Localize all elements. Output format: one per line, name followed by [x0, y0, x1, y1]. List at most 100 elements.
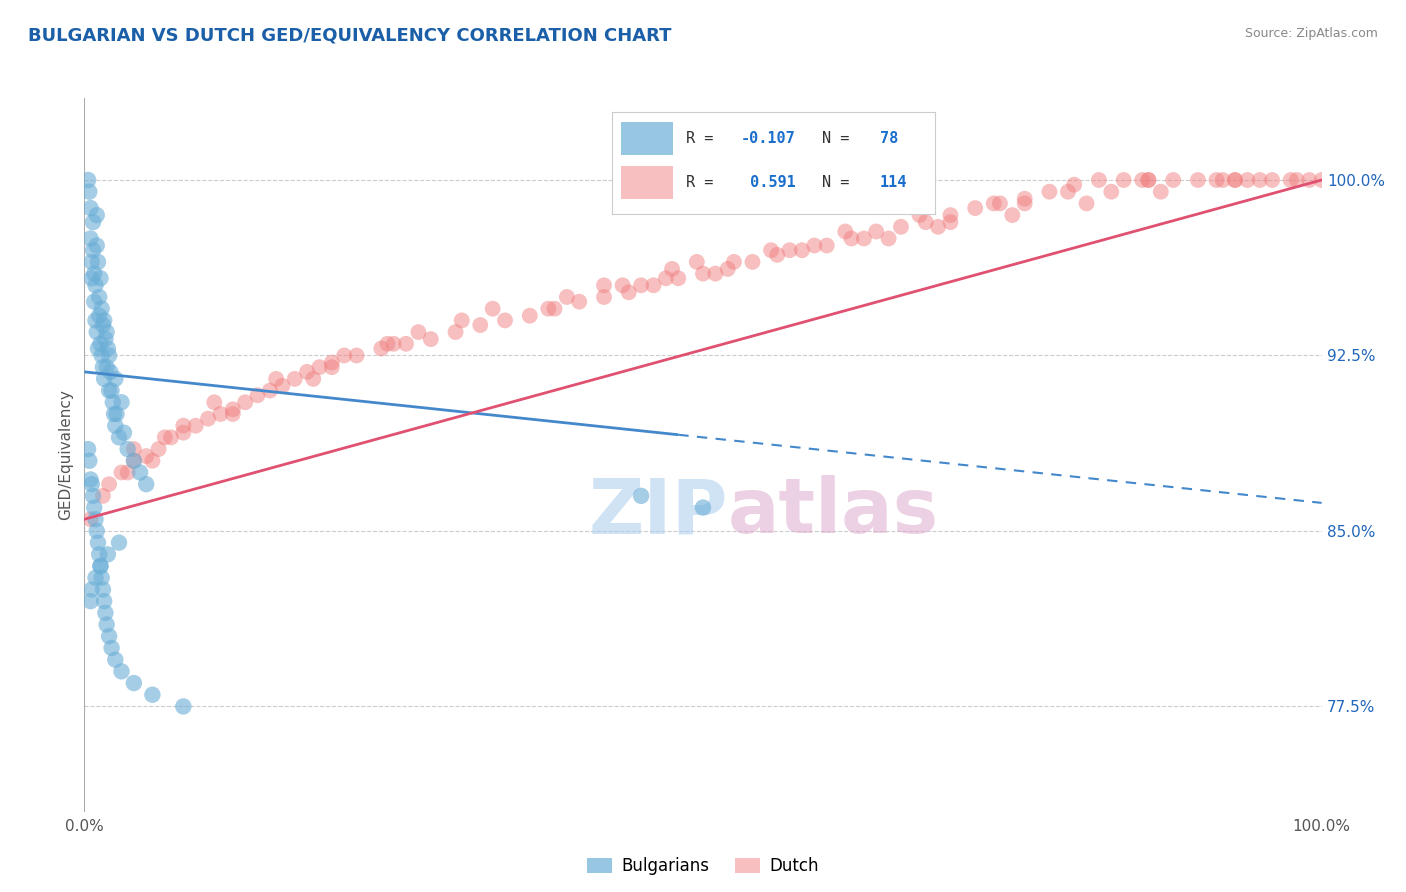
Point — [284, 372, 307, 386]
Point — [153, 430, 176, 444]
Point — [93, 313, 115, 327]
Point — [988, 196, 1011, 211]
Point — [1261, 173, 1284, 187]
Point — [172, 418, 194, 433]
Point — [723, 255, 745, 269]
Point — [100, 640, 122, 655]
Point — [1285, 173, 1308, 187]
Point — [346, 349, 368, 363]
Point — [555, 290, 578, 304]
Point — [1310, 173, 1333, 187]
Point — [983, 196, 1005, 211]
Point — [104, 418, 127, 433]
Point — [82, 215, 104, 229]
Point — [80, 582, 103, 597]
Point — [83, 294, 105, 309]
Text: R =: R = — [686, 175, 723, 190]
Point — [914, 215, 936, 229]
Point — [89, 309, 111, 323]
Point — [84, 278, 107, 293]
Point — [148, 442, 170, 456]
Point — [89, 559, 111, 574]
Point — [834, 225, 856, 239]
Point — [852, 231, 875, 245]
Point — [86, 238, 108, 252]
Point — [97, 547, 120, 561]
Point — [1099, 185, 1122, 199]
Point — [655, 271, 678, 285]
Point — [135, 449, 157, 463]
Point — [86, 208, 108, 222]
Point — [80, 271, 103, 285]
Point — [302, 372, 325, 386]
Point — [98, 384, 121, 398]
Point — [481, 301, 503, 316]
Point — [100, 384, 122, 398]
Point — [90, 301, 112, 316]
Point — [122, 454, 145, 468]
Point — [79, 185, 101, 199]
Point — [803, 238, 825, 252]
Point — [84, 313, 107, 327]
Point — [129, 466, 152, 480]
Text: 114: 114 — [880, 175, 907, 190]
Point — [246, 388, 269, 402]
Point — [1112, 173, 1135, 187]
Point — [865, 225, 887, 239]
Point — [90, 349, 112, 363]
Point — [79, 231, 101, 245]
Point — [122, 454, 145, 468]
Text: R =: R = — [686, 130, 723, 145]
Point — [815, 238, 838, 252]
Point — [741, 255, 763, 269]
Point — [908, 208, 931, 222]
Point — [450, 313, 472, 327]
Point — [377, 336, 399, 351]
Point — [141, 454, 163, 468]
Point — [83, 500, 105, 515]
Point — [1187, 173, 1209, 187]
Point — [79, 594, 101, 608]
Point — [91, 360, 114, 375]
Point — [91, 318, 114, 332]
Point — [93, 372, 115, 386]
Text: Source: ZipAtlas.com: Source: ZipAtlas.com — [1244, 27, 1378, 40]
Point — [96, 325, 118, 339]
Text: ZIP: ZIP — [588, 475, 728, 549]
Point — [101, 395, 124, 409]
Point — [1001, 208, 1024, 222]
Point — [184, 418, 207, 433]
Point — [77, 442, 100, 456]
Point — [87, 255, 110, 269]
Point — [321, 355, 343, 369]
Point — [86, 325, 108, 339]
Point — [1014, 192, 1036, 206]
Point — [91, 582, 114, 597]
Point — [661, 261, 683, 276]
Point — [717, 261, 740, 276]
Point — [568, 294, 591, 309]
Point — [1063, 178, 1085, 192]
Point — [104, 372, 127, 386]
Point — [110, 395, 132, 409]
Point — [692, 267, 714, 281]
Point — [519, 309, 541, 323]
Point — [470, 318, 492, 332]
Point — [1137, 173, 1160, 187]
Point — [110, 466, 132, 480]
Point — [630, 278, 652, 293]
Text: N =: N = — [821, 175, 858, 190]
Point — [630, 489, 652, 503]
Point — [98, 365, 121, 379]
Point — [110, 665, 132, 679]
Bar — [621, 166, 673, 199]
Point — [1130, 173, 1153, 187]
Point — [98, 629, 121, 643]
Point — [79, 201, 101, 215]
Point — [96, 617, 118, 632]
Text: 78: 78 — [880, 130, 898, 145]
Point — [1236, 173, 1258, 187]
Point — [80, 477, 103, 491]
Point — [308, 360, 330, 375]
Point — [1076, 196, 1098, 211]
